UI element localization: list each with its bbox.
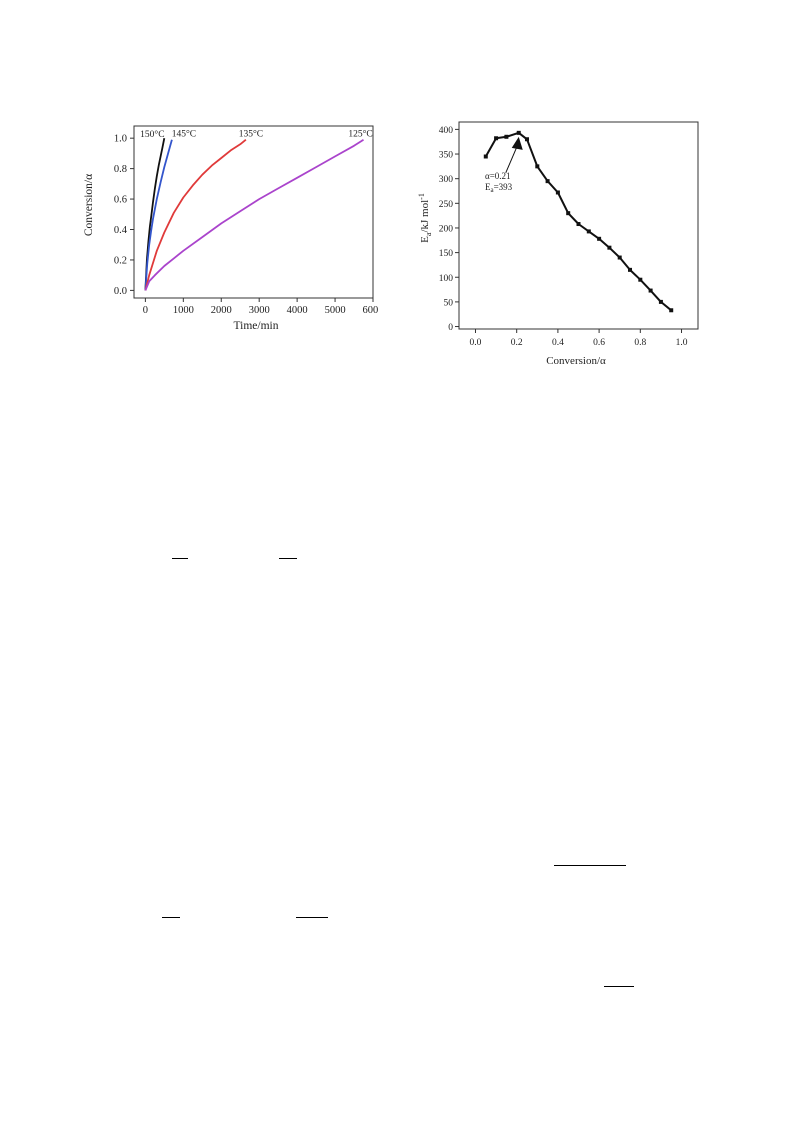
c2-y-tick-label: 150 bbox=[439, 249, 454, 259]
c2-annotation-arrow-line bbox=[505, 144, 519, 174]
c2-x-tick-label: 0.8 bbox=[634, 338, 646, 348]
c2-data-point bbox=[535, 164, 540, 169]
c2-data-point bbox=[516, 130, 521, 135]
c2-y-tick-label: 200 bbox=[439, 224, 454, 234]
c2-data-point bbox=[586, 229, 591, 234]
c2-data-point bbox=[648, 288, 653, 293]
c2-data-point bbox=[494, 136, 499, 141]
c2-series-line bbox=[484, 131, 672, 312]
c2-y-tick-label: 50 bbox=[444, 298, 454, 308]
c2-annotation-alpha: α=0.21 bbox=[485, 171, 511, 181]
c2-x-axis-label: Conversion/α bbox=[546, 355, 606, 367]
c1-x-tick-label: 3000 bbox=[249, 305, 270, 316]
c1-y-axis-label: Conversion/α bbox=[83, 174, 95, 236]
c2-data-point bbox=[617, 255, 622, 260]
c2-data-point bbox=[504, 134, 509, 139]
c1-x-tick-label: 1000 bbox=[173, 305, 194, 316]
c1-x-tick-label: 2000 bbox=[211, 305, 232, 316]
c2-plot-area: 0.0 0.2 0.4 0.6 0.8 1.0 0 50 100 150 200 250 300 350 4… bbox=[439, 121, 699, 348]
equation-fraction-bar bbox=[162, 917, 180, 918]
c1-x-axis-label: Time/min bbox=[234, 320, 279, 332]
c1-series-label: 135°C bbox=[239, 129, 263, 140]
c2-data-point bbox=[576, 222, 581, 227]
c2-y-axis-label: Ea/kJ mol-1 bbox=[417, 193, 433, 243]
activation-energy-chart: 0.0 0.2 0.4 0.6 0.8 1.0 0 50 100 150 200 250 300 350 4… bbox=[417, 121, 699, 367]
c1-x-tick-label: 0 bbox=[143, 305, 148, 316]
c2-data-point bbox=[638, 277, 643, 282]
c1-y-tick-label: 0.8 bbox=[114, 164, 127, 175]
c1-series-label: 145°C bbox=[172, 129, 196, 140]
c2-data-point bbox=[566, 211, 571, 216]
c2-data-point bbox=[658, 299, 663, 304]
c1-plot-frame bbox=[133, 125, 374, 299]
c1-y-tick-label: 0.0 bbox=[114, 286, 127, 297]
c1-y-tick-label: 0.6 bbox=[114, 195, 127, 206]
c2-y-tick-label: 300 bbox=[439, 175, 454, 185]
c2-data-point bbox=[483, 154, 488, 159]
c1-series-line bbox=[144, 139, 173, 291]
c2-data-point bbox=[524, 137, 529, 142]
c2-x-tick-label: 1.0 bbox=[676, 338, 688, 348]
c1-y-tick-label: 0.4 bbox=[114, 225, 128, 236]
c2-plot-frame bbox=[458, 121, 699, 330]
c2-y-tick-label: 0 bbox=[448, 323, 453, 333]
c2-data-point bbox=[545, 179, 550, 184]
c2-data-point bbox=[628, 267, 633, 272]
equation-fraction-bar bbox=[279, 558, 297, 559]
c1-x-tick-label: 4000 bbox=[287, 305, 308, 316]
equation-fraction-bar bbox=[172, 558, 188, 559]
c2-x-tick-label: 0.2 bbox=[511, 338, 523, 348]
c2-x-tick-label: 0.4 bbox=[552, 338, 564, 348]
c1-y-tick-label: 0.2 bbox=[114, 255, 127, 266]
c1-series-line bbox=[144, 138, 166, 291]
c1-series-line bbox=[144, 138, 364, 291]
c2-y-tick-label: 350 bbox=[439, 151, 454, 161]
c2-x-tick-label: 0.6 bbox=[593, 338, 605, 348]
c2-annotation-arrow-head bbox=[511, 136, 523, 150]
c2-data-point bbox=[607, 245, 612, 250]
c1-series-line bbox=[144, 138, 247, 291]
c2-data-point bbox=[669, 308, 674, 313]
c2-annotation-ea: Ea=393 bbox=[485, 182, 513, 194]
c2-data-point bbox=[597, 236, 602, 241]
equation-fraction-bar bbox=[296, 917, 328, 918]
c2-x-tick-label: 0.0 bbox=[470, 338, 482, 348]
c1-y-tick-label: 1.0 bbox=[114, 134, 127, 145]
c2-y-tick-label: 250 bbox=[439, 200, 454, 210]
c2-y-tick-label: 400 bbox=[439, 126, 454, 136]
c1-series-label: 125°C bbox=[348, 129, 372, 140]
c2-y-tick-label: 100 bbox=[439, 274, 454, 284]
c1-x-tick-label: 5000 bbox=[325, 305, 346, 316]
c2-data-point bbox=[555, 190, 560, 195]
equation-fraction-bar bbox=[604, 986, 634, 987]
equation-fraction-bar bbox=[554, 865, 626, 866]
c1-series-label: 150°C bbox=[140, 129, 164, 140]
